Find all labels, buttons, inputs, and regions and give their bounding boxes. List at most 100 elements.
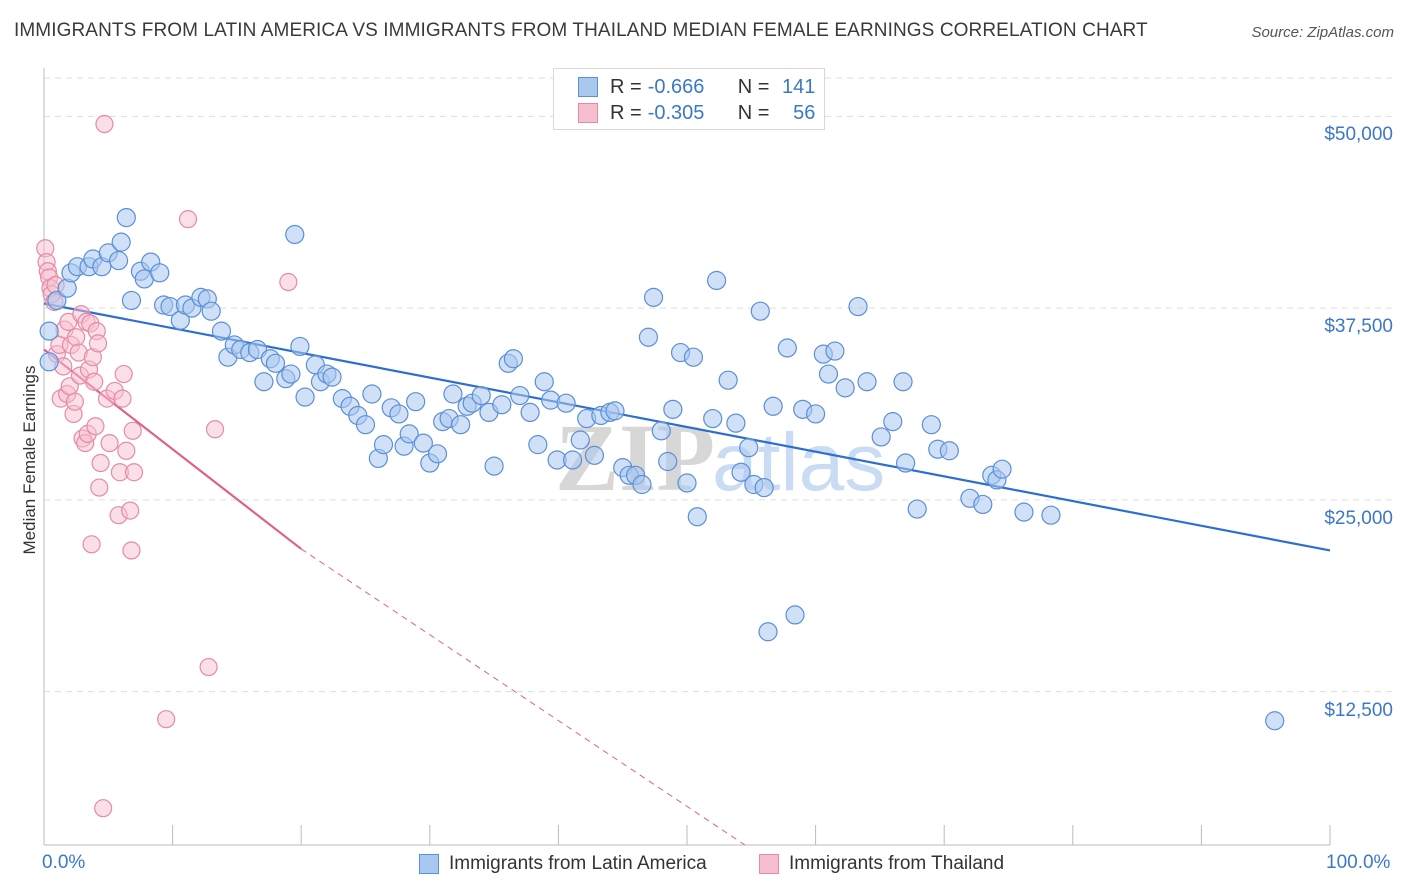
latin-america-point (584, 445, 605, 465)
legend-swatch-pink (578, 103, 598, 123)
latin-america-point (484, 456, 504, 476)
legend-r-value: -0.666 (647, 75, 705, 98)
legend-n-label: N = (737, 75, 770, 98)
legend-swatch-blue (578, 77, 598, 97)
thailand-point (205, 420, 225, 439)
latin-america-point (825, 341, 845, 361)
latin-america-point (706, 270, 727, 291)
latin-america-point (632, 474, 652, 495)
latin-america-point (413, 433, 433, 453)
latin-america-point (541, 390, 561, 410)
latin-america-point (492, 395, 512, 415)
correlation-legend: R = -0.666 N = 141 R = -0.305 N = 56 (553, 68, 825, 130)
y-tick-label: $50,000 (1324, 124, 1393, 146)
latin-america-point (848, 296, 868, 317)
latin-america-point (562, 450, 583, 470)
thailand-point (279, 272, 298, 292)
latin-america-point (373, 435, 394, 455)
latin-america-point (443, 384, 463, 404)
x-tick-label-max: 100.0% (1326, 852, 1391, 873)
thailand-point (88, 334, 108, 353)
latin-america-point (726, 413, 746, 433)
latin-america-point (758, 622, 778, 642)
latin-america-point (534, 372, 554, 392)
latin-america-point (355, 415, 376, 435)
x-tick-label-min: 0.0% (42, 852, 86, 873)
latin-america-point (295, 387, 315, 407)
latin-america-point (399, 424, 419, 444)
legend-r-value: -0.305 (647, 101, 705, 124)
legend-r-label: R = (610, 101, 642, 124)
latin-america-point (520, 402, 540, 423)
thailand-point (124, 463, 144, 482)
thailand-point (67, 328, 86, 347)
latin-america-point (750, 301, 770, 321)
y-tick-label: $25,000 (1324, 507, 1393, 529)
latin-america-point (739, 438, 759, 458)
latin-america-point (663, 399, 683, 419)
watermark-atlas: atlas (712, 417, 885, 508)
latin-america-point (718, 370, 738, 390)
series-legend-latin-america: Immigrants from Latin America (419, 853, 707, 875)
latin-america-point (893, 372, 913, 392)
latin-america-point (818, 364, 839, 384)
latin-america-point (108, 250, 129, 271)
latin-america-point (1041, 505, 1061, 525)
latin-america-point (805, 404, 826, 424)
thailand-point (122, 541, 141, 560)
thailand-point (113, 389, 132, 408)
thailand-point (91, 453, 110, 473)
latin-america-point (150, 263, 170, 283)
thailand-point (123, 421, 142, 440)
latin-america-point (1014, 502, 1034, 522)
latin-america-point (703, 408, 723, 429)
latin-america-point (503, 349, 523, 369)
series-legend-label: Immigrants from Thailand (789, 853, 1005, 874)
latin-america-point (427, 444, 448, 464)
latin-america-point (973, 494, 993, 515)
thailand-point (117, 441, 136, 460)
thailand-point (100, 433, 119, 453)
latin-america-point (471, 385, 491, 406)
latin-america-point (992, 459, 1012, 479)
latin-america-point (406, 392, 426, 412)
latin-america-point (939, 441, 959, 461)
latin-america-point (281, 364, 301, 384)
thailand-point (90, 478, 109, 497)
legend-r-label: R = (610, 75, 642, 98)
latin-america-point (285, 224, 305, 245)
series-swatch-blue (419, 854, 439, 874)
thailand-point (94, 799, 113, 818)
latin-america-point (111, 232, 131, 252)
latin-america-point (835, 378, 855, 398)
latin-america-point (651, 421, 671, 441)
series-legend-thailand: Immigrants from Thailand (759, 853, 1004, 875)
latin-america-point (638, 327, 659, 347)
thailand-point (86, 417, 105, 436)
latin-america-point (254, 372, 274, 392)
latin-america-point (896, 453, 916, 473)
latin-america-point (643, 287, 664, 307)
thailand-point (65, 392, 84, 411)
latin-america-point (857, 372, 877, 392)
legend-row-thailand: R = -0.305 N = 56 (578, 100, 815, 126)
latin-america-point (322, 367, 342, 387)
latin-america-point (47, 290, 67, 311)
latin-america-point (265, 353, 286, 373)
latin-america-point (683, 347, 704, 367)
series-swatch-pink (759, 854, 779, 874)
thailand-point (114, 364, 133, 384)
latin-america-point (605, 401, 625, 421)
latin-america-point (1265, 711, 1285, 731)
latin-america-point (883, 412, 903, 432)
latin-america-point (570, 430, 590, 450)
y-tick-label: $12,500 (1324, 699, 1393, 721)
latin-america-point (907, 499, 927, 519)
latin-america-point (201, 301, 221, 321)
axes (43, 68, 1331, 846)
thailand-point (82, 535, 101, 554)
latin-america-point (362, 384, 382, 404)
thailand-point (157, 710, 176, 729)
latin-america-point (39, 352, 59, 372)
